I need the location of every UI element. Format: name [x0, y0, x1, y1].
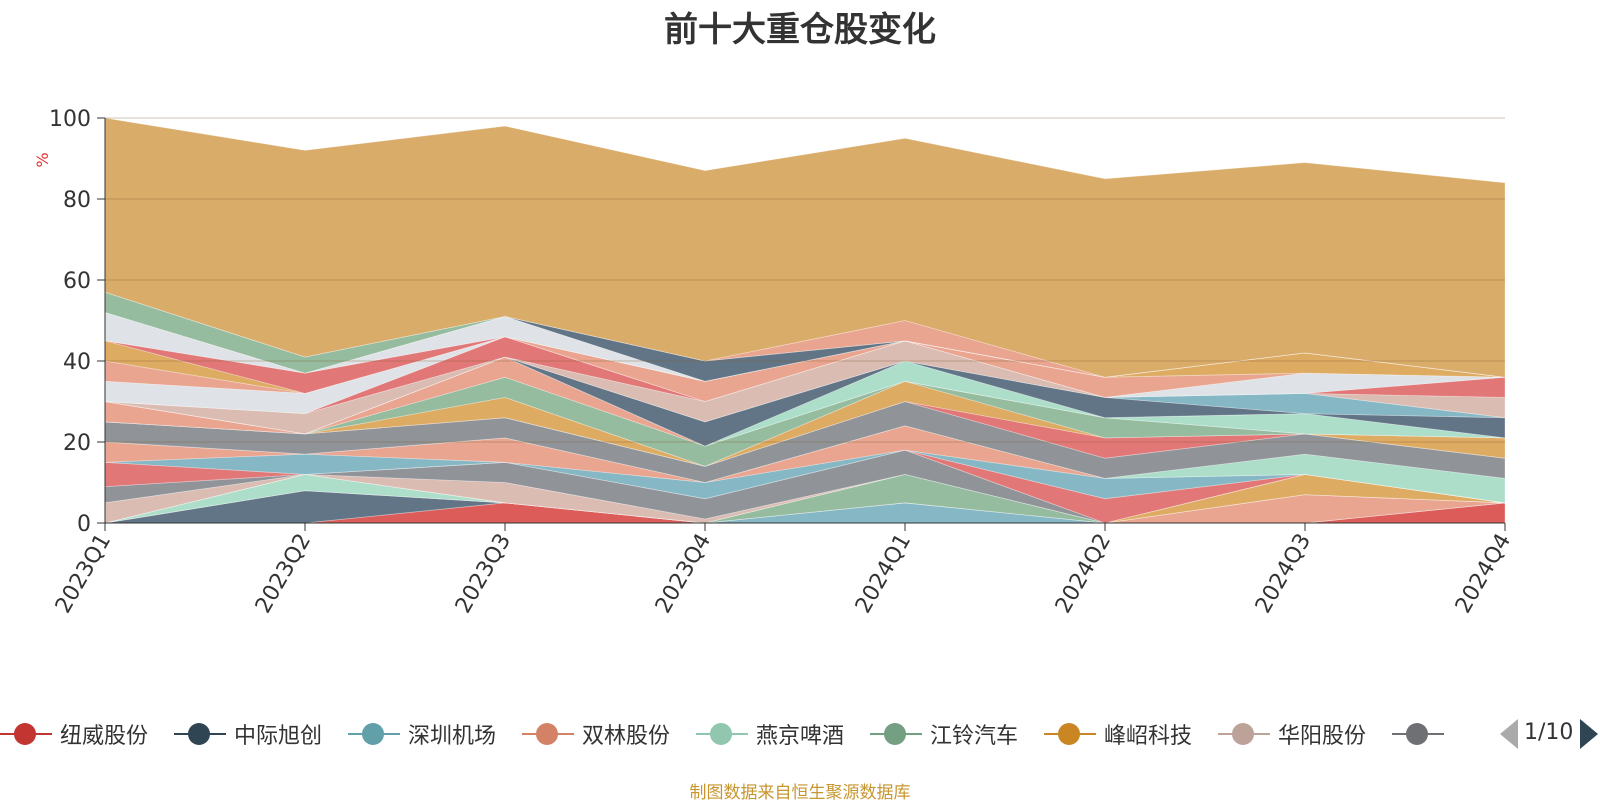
y-tick-label: 100: [49, 107, 91, 132]
x-tick-label: 2023Q1: [51, 530, 116, 618]
legend-label: 江铃汽车: [930, 724, 1019, 749]
legend-item[interactable]: 双林股份: [522, 712, 670, 756]
legend-item[interactable]: 燕京啤酒: [696, 712, 844, 756]
data-source-note: 制图数据来自恒生聚源数据库: [689, 783, 911, 803]
x-tick-label: 2023Q2: [251, 530, 316, 618]
x-tick-label: 2024Q3: [1251, 530, 1316, 618]
area-series-12: [104, 425, 1506, 504]
chart-title: 前十大重仓股变化: [664, 10, 936, 50]
x-ticks: 2023Q1 2023Q2 2023Q3 2023Q4 2024Q1 2024Q2 2024…: [51, 523, 1516, 618]
legend-item[interactable]: [1392, 712, 1452, 756]
x-tick-label: 2024Q1: [851, 530, 916, 618]
legend-label: 纽威股份: [60, 724, 149, 749]
x-tick-label: 2024Q4: [1451, 530, 1516, 618]
legend-item[interactable]: 深圳机场: [348, 712, 496, 756]
legend-swatch-icon: [870, 722, 922, 746]
legend-item[interactable]: 中际旭创: [174, 712, 322, 756]
axes: [104, 118, 1505, 524]
y-tick-label: 40: [63, 350, 91, 375]
legend-swatch-icon: [1044, 722, 1096, 746]
legend-item[interactable]: 峰岹科技: [1044, 712, 1192, 756]
area-series-14: [104, 401, 1506, 483]
legend-label: 华阳股份: [1278, 724, 1367, 749]
y-axis-label: %: [33, 152, 52, 167]
legend-page-indicator: 1/10: [1524, 720, 1574, 745]
y-ticks: 0 20 40 60 80 100: [49, 107, 105, 537]
legend-label: 双林股份: [582, 724, 671, 749]
area-layer: [104, 117, 1506, 524]
legend-label: 峰岹科技: [1104, 724, 1193, 749]
y-tick-label: 80: [63, 188, 91, 213]
y-tick-label: 60: [63, 269, 91, 294]
legend-swatch-icon: [0, 722, 52, 746]
legend-swatch-icon: [348, 722, 400, 746]
grid-lines: [105, 117, 1505, 443]
legend-label: 燕京啤酒: [756, 724, 845, 749]
legend-swatch-icon: [174, 722, 226, 746]
x-tick-label: 2023Q3: [451, 530, 516, 618]
area-series-32: [104, 117, 1506, 378]
legend-label: 中际旭创: [234, 724, 323, 749]
legend-swatch-icon: [696, 722, 748, 746]
legend-next-icon[interactable]: [1580, 719, 1598, 749]
legend-item[interactable]: 江铃汽车: [870, 712, 1018, 756]
area-series-13: [104, 425, 1506, 504]
legend-swatch-icon: [522, 722, 574, 746]
legend-swatch-icon: [1392, 722, 1444, 746]
legend-label: 深圳机场: [408, 724, 497, 749]
legend: 纽威股份 中际旭创 深圳机场 双林股份 燕京啤酒 江铃汽车 峰岹科技 华阳股份: [0, 712, 1500, 756]
legend-pager: 1/10: [1500, 718, 1600, 754]
legend-prev-icon[interactable]: [1500, 719, 1518, 749]
legend-swatch-icon: [1218, 722, 1270, 746]
y-tick-label: 20: [63, 431, 91, 456]
y-tick-label: 0: [77, 512, 91, 537]
x-tick-label: 2024Q2: [1051, 530, 1116, 618]
x-tick-label: 2023Q4: [651, 530, 716, 618]
legend-item[interactable]: 华阳股份: [1218, 712, 1366, 756]
legend-item[interactable]: 纽威股份: [0, 712, 148, 756]
